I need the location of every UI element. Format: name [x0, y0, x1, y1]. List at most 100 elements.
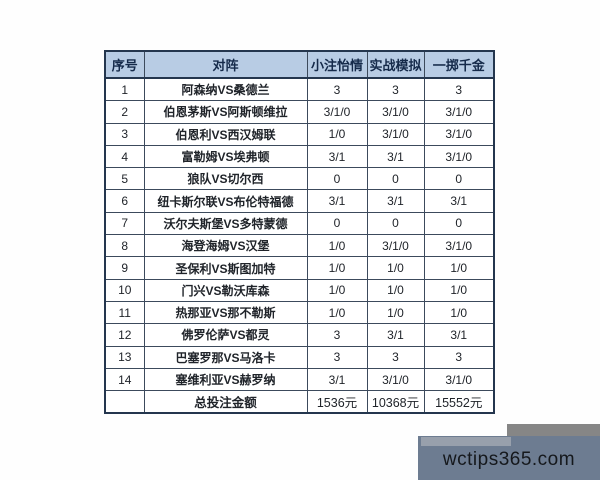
header-big-bet: 一掷千金: [423, 50, 495, 79]
simulation-value-cell: 0: [366, 211, 425, 236]
table-row: 1 阿森纳VS桑德兰 3 3 3: [104, 77, 495, 102]
match-name-cell: 海登海姆VS汉堡: [143, 234, 308, 258]
table-row: 4 富勒姆VS埃弗顿 3/1 3/1 3/1/0: [104, 144, 495, 169]
table-row: 11 热那亚VS那不勒斯 1/0 1/0 1/0: [104, 300, 495, 325]
row-number-cell: 2: [104, 100, 145, 124]
simulation-value-cell: 3: [366, 345, 425, 369]
table-row: 8 海登海姆VS汉堡 1/0 3/1/0 3/1/0: [104, 234, 495, 258]
small-bet-value-cell: 3/1: [306, 189, 368, 213]
match-name-cell: 佛罗伦萨VS都灵: [143, 323, 308, 347]
total-empty-cell: [104, 390, 145, 414]
table-header: 序号 对阵 小注怡情 实战模拟 一掷千金: [104, 50, 495, 79]
table-row: 14 塞维利亚VS赫罗纳 3/1 3/1/0 3/1/0: [104, 367, 495, 392]
simulation-value-cell: 3/1: [366, 189, 425, 213]
table-row: 13 巴塞罗那VS马洛卡 3 3 3: [104, 345, 495, 369]
big-bet-value-cell: 3/1/0: [423, 122, 495, 146]
row-number-cell: 13: [104, 345, 145, 369]
row-number-cell: 10: [104, 278, 145, 302]
total-big-bet-value: 15552元: [423, 390, 495, 414]
header-index: 序号: [104, 50, 145, 79]
match-name-cell: 门兴VS勒沃库森: [143, 278, 308, 302]
match-name-cell: 沃尔夫斯堡VS多特蒙德: [143, 211, 308, 236]
table-row: 10 门兴VS勒沃库森 1/0 1/0 1/0: [104, 278, 495, 302]
big-bet-value-cell: 3/1/0: [423, 100, 495, 124]
simulation-value-cell: 3/1: [366, 323, 425, 347]
row-number-cell: 9: [104, 256, 145, 280]
row-number-cell: 1: [104, 77, 145, 102]
row-number-cell: 4: [104, 144, 145, 169]
simulation-value-cell: 3/1/0: [366, 234, 425, 258]
header-row: 序号 对阵 小注怡情 实战模拟 一掷千金: [104, 50, 495, 79]
small-bet-value-cell: 1/0: [306, 256, 368, 280]
total-row: 总投注金额 1536元 10368元 15552元: [104, 390, 495, 414]
table-body: 1 阿森纳VS桑德兰 3 3 3 2 伯恩茅斯VS阿斯顿维拉 3/1/0 3/1/0 3/1/0 3…: [104, 77, 495, 392]
total-small-bet-value: 1536元: [306, 390, 368, 414]
row-number-cell: 8: [104, 234, 145, 258]
big-bet-value-cell: 0: [423, 211, 495, 236]
simulation-value-cell: 1/0: [366, 300, 425, 325]
row-number-cell: 14: [104, 367, 145, 392]
big-bet-value-cell: 3/1/0: [423, 144, 495, 169]
table-row: 9 圣保利VS斯图加特 1/0 1/0 1/0: [104, 256, 495, 280]
simulation-value-cell: 3/1/0: [366, 100, 425, 124]
small-bet-value-cell: 1/0: [306, 278, 368, 302]
small-bet-value-cell: 3: [306, 323, 368, 347]
small-bet-value-cell: 3: [306, 77, 368, 102]
watermark-text: wctips365.com: [442, 449, 576, 470]
big-bet-value-cell: 1/0: [423, 256, 495, 280]
simulation-value-cell: 0: [366, 167, 425, 191]
small-bet-value-cell: 3/1: [306, 144, 368, 169]
small-bet-value-cell: 1/0: [306, 122, 368, 146]
match-name-cell: 富勒姆VS埃弗顿: [143, 144, 308, 169]
row-number-cell: 6: [104, 189, 145, 213]
row-number-cell: 3: [104, 122, 145, 146]
simulation-value-cell: 3: [366, 77, 425, 102]
big-bet-value-cell: 3: [423, 345, 495, 369]
simulation-value-cell: 1/0: [366, 256, 425, 280]
row-number-cell: 7: [104, 211, 145, 236]
watermark-highlight-strip: [421, 437, 511, 446]
table-row: 6 纽卡斯尔联VS布伦特福德 3/1 3/1 3/1: [104, 189, 495, 213]
small-bet-value-cell: 3/1/0: [306, 100, 368, 124]
big-bet-value-cell: 3/1: [423, 323, 495, 347]
match-name-cell: 伯恩利VS西汉姆联: [143, 122, 308, 146]
table-row: 12 佛罗伦萨VS都灵 3 3/1 3/1: [104, 323, 495, 347]
match-name-cell: 狼队VS切尔西: [143, 167, 308, 191]
row-number-cell: 5: [104, 167, 145, 191]
big-bet-value-cell: 3/1/0: [423, 234, 495, 258]
simulation-value-cell: 3/1/0: [366, 367, 425, 392]
big-bet-value-cell: 3: [423, 77, 495, 102]
row-number-cell: 11: [104, 300, 145, 325]
small-bet-value-cell: 3/1: [306, 367, 368, 392]
small-bet-value-cell: 3: [306, 345, 368, 369]
header-matchup: 对阵: [143, 50, 308, 79]
simulation-value-cell: 3/1/0: [366, 122, 425, 146]
match-name-cell: 纽卡斯尔联VS布伦特福德: [143, 189, 308, 213]
match-name-cell: 圣保利VS斯图加特: [143, 256, 308, 280]
row-number-cell: 12: [104, 323, 145, 347]
small-bet-value-cell: 1/0: [306, 234, 368, 258]
table-footer: 总投注金额 1536元 10368元 15552元: [104, 390, 495, 414]
match-name-cell: 塞维利亚VS赫罗纳: [143, 367, 308, 392]
match-name-cell: 热那亚VS那不勒斯: [143, 300, 308, 325]
big-bet-value-cell: 0: [423, 167, 495, 191]
small-bet-value-cell: 0: [306, 211, 368, 236]
table-row: 7 沃尔夫斯堡VS多特蒙德 0 0 0: [104, 211, 495, 236]
match-name-cell: 阿森纳VS桑德兰: [143, 77, 308, 102]
big-bet-value-cell: 1/0: [423, 278, 495, 302]
table-row: 5 狼队VS切尔西 0 0 0: [104, 167, 495, 191]
betting-tips-table: 序号 对阵 小注怡情 实战模拟 一掷千金 1 阿森纳VS桑德兰 3 3 3 2 伯恩茅斯VS…: [104, 50, 496, 415]
big-bet-value-cell: 3/1: [423, 189, 495, 213]
header-small-bet: 小注怡情: [306, 50, 368, 79]
table-row: 3 伯恩利VS西汉姆联 1/0 3/1/0 3/1/0: [104, 122, 495, 146]
big-bet-value-cell: 1/0: [423, 300, 495, 325]
total-label: 总投注金额: [143, 390, 308, 414]
match-name-cell: 巴塞罗那VS马洛卡: [143, 345, 308, 369]
small-bet-value-cell: 0: [306, 167, 368, 191]
small-bet-value-cell: 1/0: [306, 300, 368, 325]
simulation-value-cell: 1/0: [366, 278, 425, 302]
simulation-value-cell: 3/1: [366, 144, 425, 169]
big-bet-value-cell: 3/1/0: [423, 367, 495, 392]
header-simulation: 实战模拟: [366, 50, 425, 79]
